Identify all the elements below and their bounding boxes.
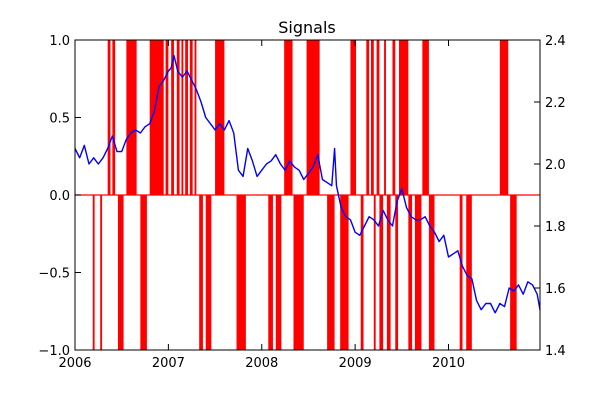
signal-bar-18 (236, 195, 246, 350)
x-tick-label-1: 2007 (152, 356, 185, 371)
signal-bar-38 (408, 195, 413, 350)
signal-bar-13 (189, 40, 193, 195)
signal-bar-22 (293, 195, 304, 350)
signal-bar-23 (306, 40, 320, 195)
signal-bar-2 (107, 40, 111, 195)
signal-bar-44 (499, 40, 509, 195)
signal-bar-17 (215, 40, 225, 195)
y2-tick-label-1: 2.2 (545, 96, 566, 111)
y2-tick-label-3: 1.8 (545, 220, 566, 235)
signal-bar-5 (126, 40, 137, 195)
signal-bar-12 (185, 40, 188, 195)
signal-bar-35 (392, 40, 396, 195)
signal-bar-36 (395, 195, 399, 350)
chart-title: Signals (278, 18, 335, 37)
y2-tick-label-0: 2.4 (545, 34, 566, 49)
signal-bar-45 (510, 195, 517, 350)
y-tick-label-0: 1.0 (49, 34, 70, 49)
signal-bar-24 (327, 195, 335, 350)
signal-bar-30 (373, 195, 376, 350)
signal-bar-14 (194, 40, 197, 195)
y-tick-label-4: −1.0 (38, 344, 70, 359)
x-tick-label-0: 2006 (58, 356, 91, 371)
signal-bar-37 (399, 40, 409, 195)
signal-bar-7 (149, 40, 164, 195)
axes-group: 2006 2007 2008 2009 2010 1.0 0.5 0.0 −0.5 −1.0 2.4… (38, 34, 565, 371)
signal-bar-34 (386, 195, 391, 350)
y2-tick-label-2: 2.0 (545, 158, 566, 173)
signal-bar-4 (117, 195, 124, 350)
signal-bar-20 (275, 195, 282, 350)
signal-bar-16 (205, 195, 212, 350)
price-series-line-0 (74, 54, 541, 314)
x-tick-label-3: 2009 (339, 356, 372, 371)
y2-tick-label-5: 1.4 (545, 344, 566, 359)
signal-bar-3 (112, 40, 116, 195)
signal-bar-43 (466, 195, 472, 350)
signal-bar-9 (171, 40, 174, 195)
signal-bar-29 (370, 40, 374, 195)
signal-bar-31 (376, 40, 380, 195)
signal-bar-10 (176, 40, 180, 195)
y-tick-label-2: 0.0 (49, 189, 70, 204)
signal-bar-42 (459, 195, 463, 350)
signal-bars-group (92, 40, 517, 350)
signal-bar-25 (340, 195, 349, 350)
signal-bar-26 (350, 40, 357, 195)
signal-bar-21 (284, 40, 293, 195)
signal-bar-32 (379, 195, 384, 350)
signal-bar-28 (366, 40, 370, 195)
signal-bar-40 (422, 40, 429, 195)
y2-tick-label-4: 1.6 (545, 282, 566, 297)
y-tick-label-1: 0.5 (49, 112, 70, 127)
x-tick-label-2: 2008 (245, 356, 278, 371)
signal-bar-33 (384, 40, 386, 195)
signal-bar-6 (140, 195, 147, 350)
signal-bar-11 (181, 40, 184, 195)
signal-bar-15 (199, 195, 203, 350)
signal-bar-41 (428, 195, 435, 350)
signal-bar-8 (165, 40, 169, 195)
price-series-group (74, 54, 541, 314)
signal-bar-19 (268, 195, 273, 350)
x-tick-label-4: 2010 (432, 356, 465, 371)
signal-bar-39 (414, 195, 422, 350)
y-tick-label-3: −0.5 (38, 267, 70, 282)
signal-bar-1 (100, 195, 103, 350)
signal-bar-27 (360, 195, 364, 350)
signal-bar-0 (92, 195, 95, 350)
